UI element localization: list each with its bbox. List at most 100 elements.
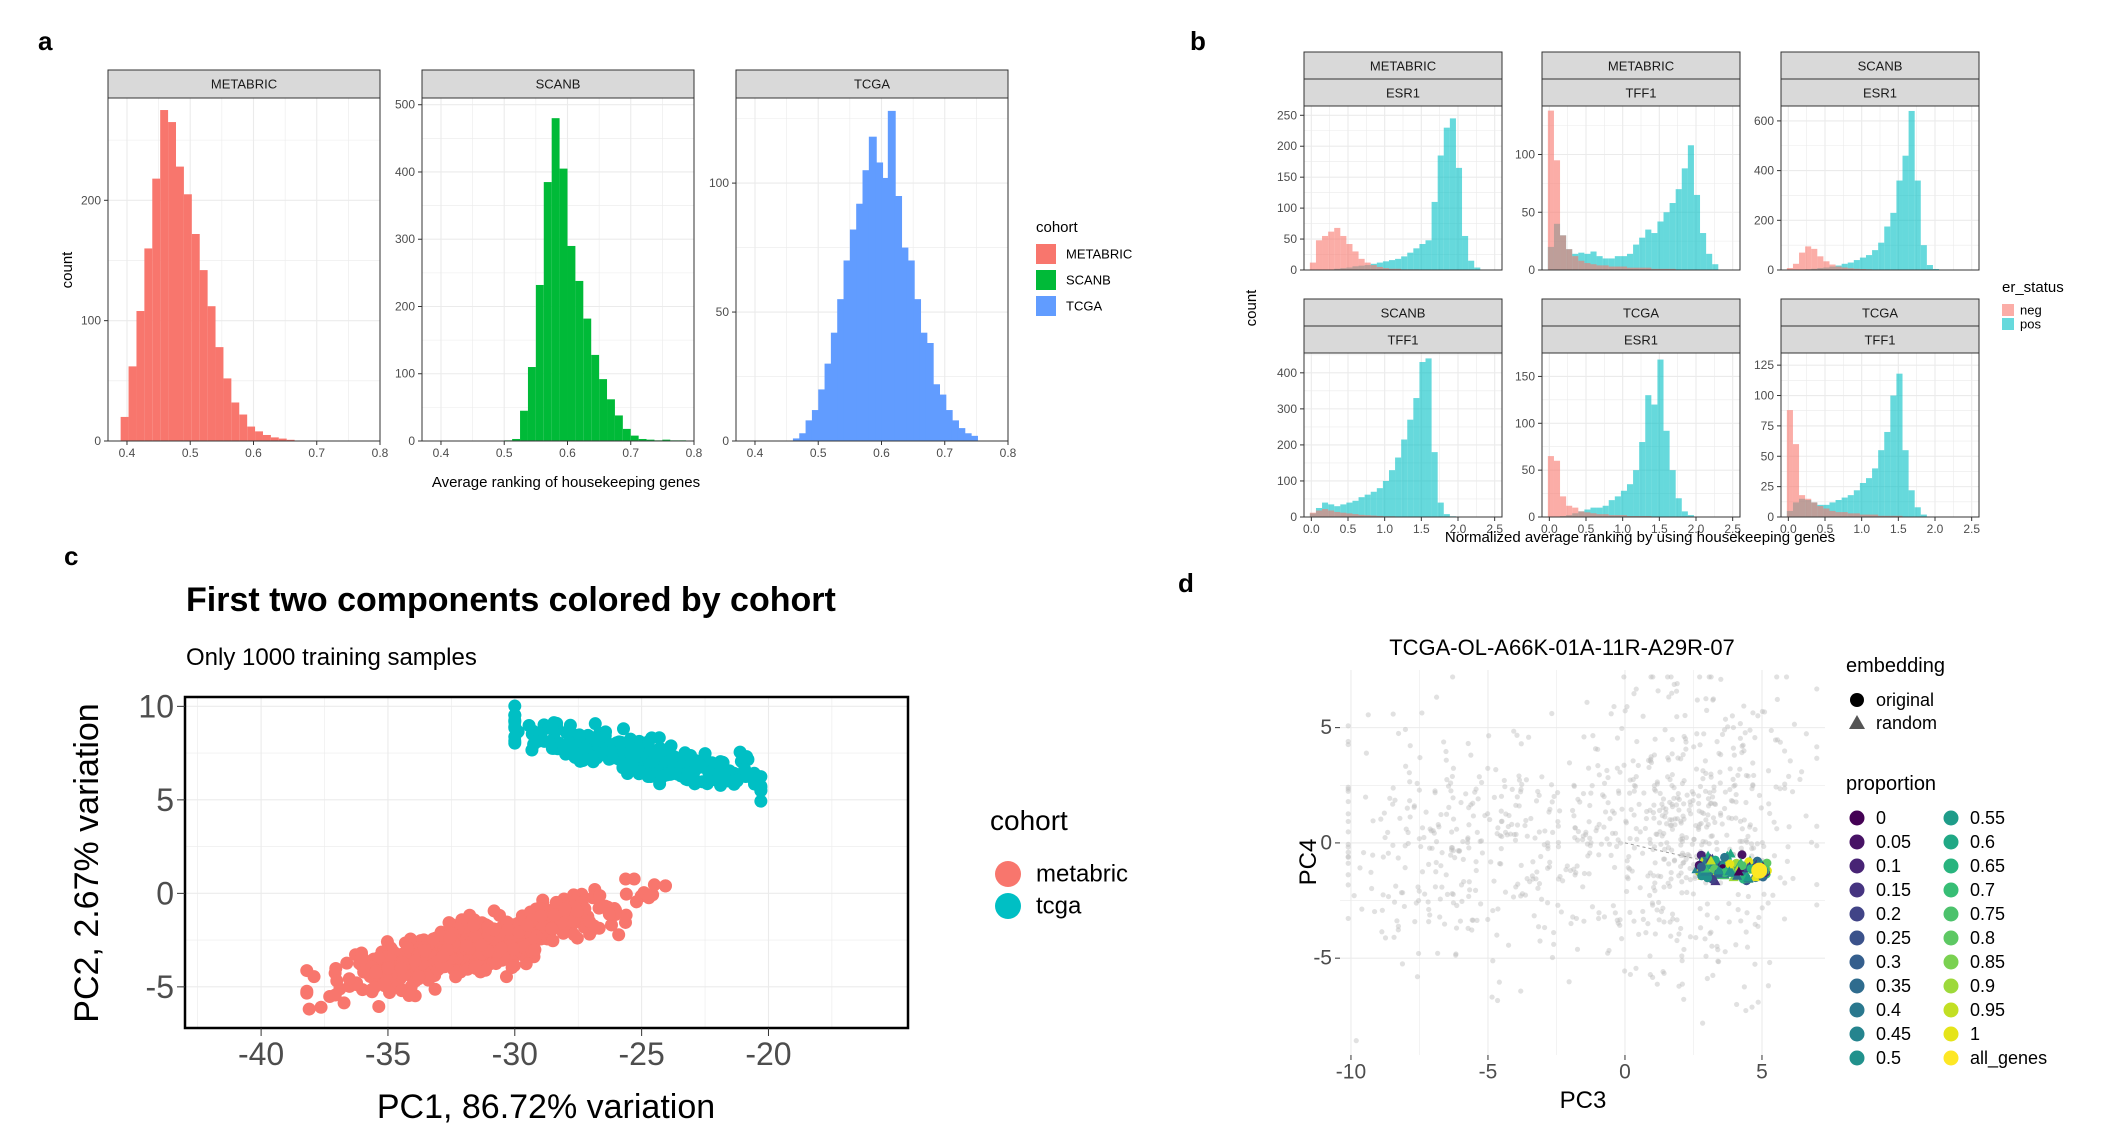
background-point	[1619, 725, 1625, 732]
background-point	[1674, 816, 1680, 822]
background-point	[1669, 690, 1675, 696]
background-point	[1675, 755, 1681, 761]
background-point	[1555, 902, 1561, 908]
background-point	[1453, 951, 1459, 957]
background-point	[1726, 900, 1732, 907]
background-point	[1774, 826, 1780, 832]
background-point	[1680, 813, 1686, 819]
point-metabric	[505, 961, 519, 975]
background-point	[1502, 784, 1508, 790]
background-point	[1630, 758, 1636, 764]
background-point	[1665, 880, 1671, 886]
background-point	[1660, 796, 1667, 802]
background-point	[1584, 841, 1591, 847]
histogram-bar-neg	[1853, 268, 1860, 270]
background-point	[1504, 832, 1510, 838]
background-point	[1661, 919, 1667, 925]
background-point	[1717, 810, 1724, 816]
legend-marker-proportion	[1943, 858, 1959, 874]
background-point	[1516, 773, 1522, 779]
facet-strip-cohort-label: TCGA	[1623, 306, 1659, 321]
background-point	[1450, 848, 1457, 854]
background-point	[1595, 763, 1601, 769]
histogram-bar-pos	[1841, 497, 1848, 517]
b-5-x-tick-label: 2.5	[1963, 522, 1980, 536]
background-point	[1498, 808, 1504, 814]
background-point	[1750, 710, 1756, 716]
background-point	[1787, 758, 1793, 764]
background-point	[1696, 826, 1702, 832]
background-point	[1700, 768, 1706, 774]
point-tcga	[546, 721, 560, 735]
embedding-point-random	[1713, 865, 1724, 875]
background-point	[1405, 829, 1411, 836]
legend-label: 0.05	[1876, 832, 1911, 852]
histogram-bar-neg	[1578, 260, 1585, 270]
point-metabric	[372, 1000, 386, 1014]
background-point	[1466, 822, 1472, 828]
background-point	[1624, 704, 1630, 710]
histogram-bar-neg	[1841, 512, 1848, 517]
background-point	[1705, 803, 1712, 809]
background-point	[1453, 925, 1460, 931]
legend-label: 0.3	[1876, 952, 1901, 972]
background-point	[1658, 908, 1665, 915]
histogram-bar	[591, 354, 600, 441]
background-point	[1617, 840, 1624, 846]
background-point	[1739, 749, 1745, 756]
background-point	[1814, 843, 1820, 849]
histogram-bar-pos	[1376, 262, 1383, 270]
histogram-bar	[938, 394, 947, 441]
background-point	[1345, 798, 1351, 805]
background-point	[1443, 757, 1449, 763]
background-point	[1547, 859, 1553, 865]
background-point	[1498, 845, 1504, 852]
background-point	[1549, 954, 1556, 961]
background-point	[1518, 741, 1524, 747]
background-point	[1563, 867, 1569, 873]
histogram-bar-neg	[1560, 496, 1567, 517]
background-point	[1707, 800, 1713, 807]
background-point	[1577, 799, 1583, 805]
d-y-tick-label: 0	[1320, 831, 1332, 854]
background-point	[1752, 961, 1758, 967]
background-point	[1678, 756, 1684, 762]
facet-strip-cohort	[1303, 51, 1503, 80]
background-point	[1485, 811, 1491, 817]
facet-strip-label: SCANB	[536, 77, 581, 92]
panel-label-c: c	[64, 541, 78, 571]
c-x-tick-label: -30	[492, 1036, 538, 1072]
background-point	[1566, 760, 1573, 766]
background-point	[1587, 802, 1593, 809]
histogram-bar-pos	[1340, 504, 1347, 517]
background-point	[1700, 1020, 1706, 1026]
histogram-bar-neg	[1352, 251, 1359, 270]
background-point	[1436, 824, 1442, 830]
point-metabric	[619, 908, 633, 922]
background-point	[1583, 829, 1589, 835]
background-point	[1704, 707, 1710, 713]
background-point	[1428, 828, 1434, 834]
b-4-y-tick-label: 0	[1528, 510, 1535, 524]
histogram-bar-pos	[1382, 480, 1389, 517]
background-point	[1704, 912, 1710, 918]
background-point	[1770, 892, 1776, 898]
background-point	[1772, 737, 1779, 743]
background-point	[1570, 914, 1576, 920]
background-point	[1653, 831, 1659, 837]
background-point	[1546, 864, 1553, 870]
background-point	[1697, 906, 1703, 912]
histogram-bar-pos	[1687, 515, 1694, 517]
b-5-y-tick-label: 125	[1754, 358, 1774, 372]
facet-strip-cohort	[1780, 51, 1980, 80]
histogram-bar-neg	[1358, 258, 1365, 270]
histogram-bar-neg	[1890, 515, 1897, 517]
background-point	[1814, 902, 1820, 908]
histogram-bar	[837, 299, 846, 441]
background-point	[1441, 739, 1447, 745]
histogram-bar-pos	[1926, 265, 1933, 270]
background-point	[1686, 807, 1692, 813]
histogram-bar-pos	[1914, 180, 1921, 270]
background-point	[1450, 891, 1456, 897]
trajectory-line	[1624, 842, 1708, 862]
